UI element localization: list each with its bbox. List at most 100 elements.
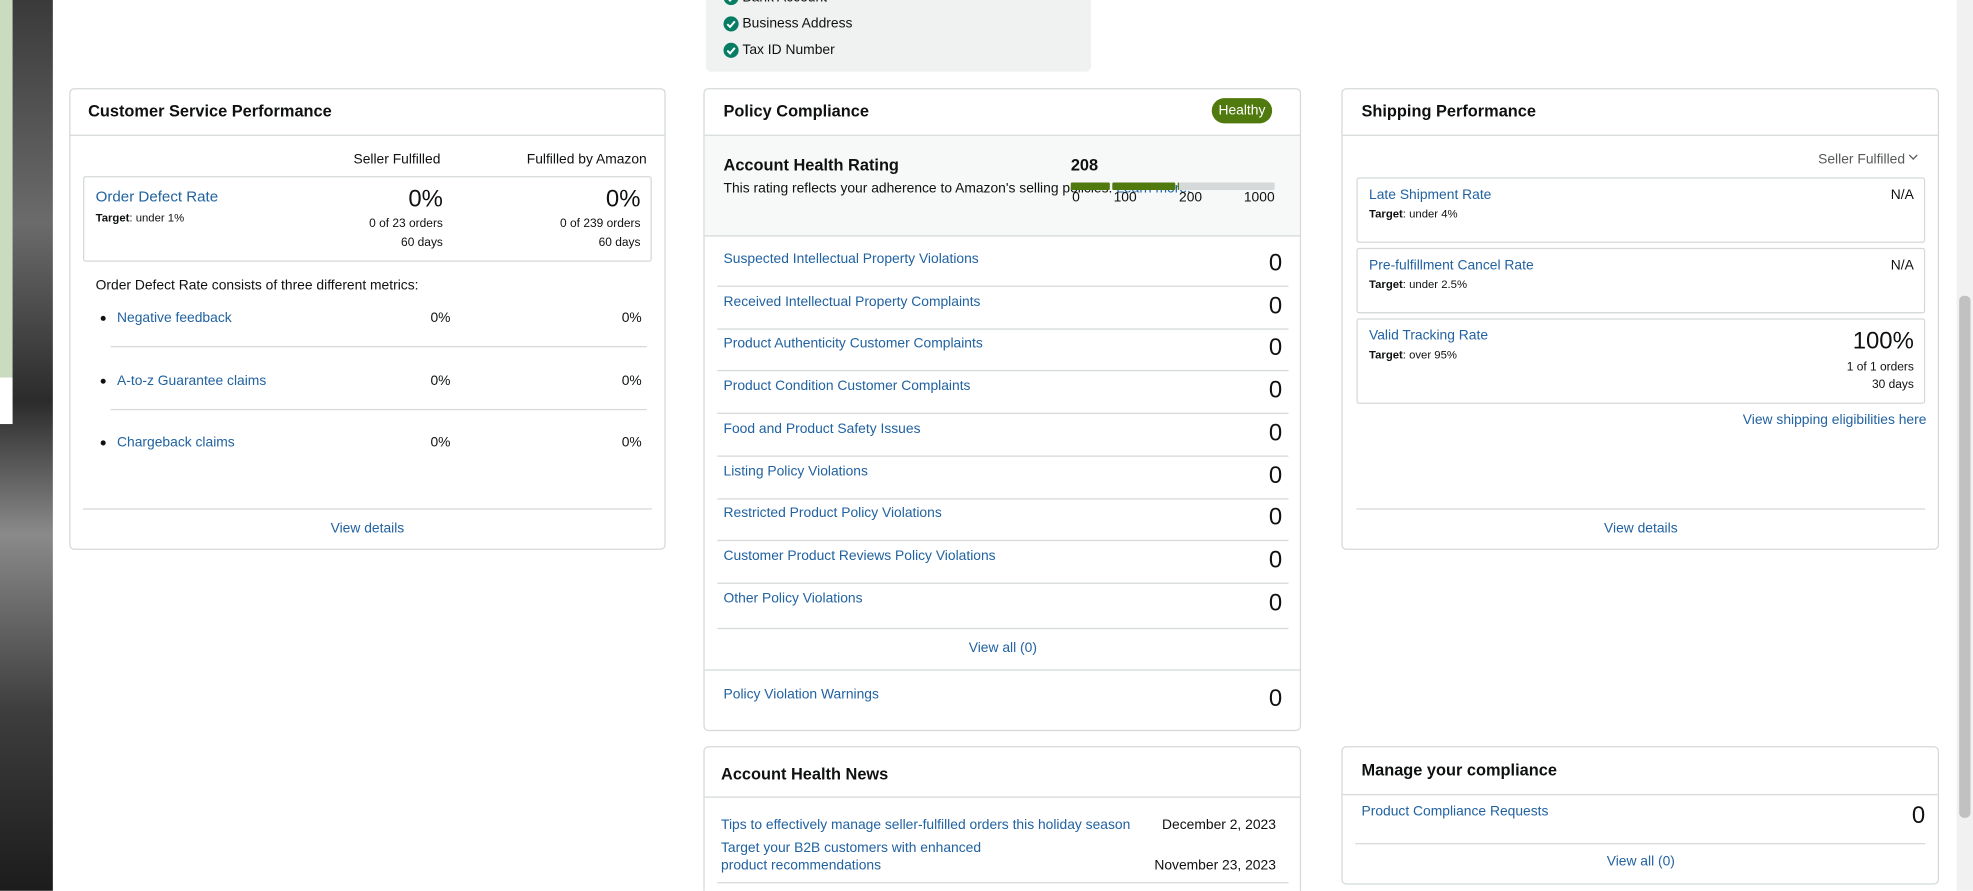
view-all-link[interactable]: View all (0) — [968, 640, 1037, 656]
column-header: Fulfilled by Amazon — [526, 152, 647, 168]
violation-count: 0 — [1268, 547, 1283, 574]
metric-orders: 0 of 23 orders — [369, 217, 443, 231]
metric-box — [1356, 247, 1926, 314]
row-divider — [717, 328, 1289, 330]
rating-description: This rating reflects your adherence to A… — [724, 180, 1191, 198]
rating-tick-label: 1000 — [1243, 190, 1275, 206]
row-divider — [717, 370, 1289, 372]
rating-title: Account Health Rating — [723, 155, 899, 175]
target-label: Target — [1369, 278, 1403, 291]
violation-link[interactable]: Received Intellectual Property Complaint… — [723, 294, 981, 310]
eligibility-link[interactable]: View shipping eligibilities here — [1742, 412, 1927, 428]
violation-link[interactable]: Suspected Intellectual Property Violatio… — [723, 251, 979, 267]
metric-period: 60 days — [401, 235, 443, 250]
violation-link[interactable]: Listing Policy Violations — [723, 463, 868, 479]
card-header-divider — [70, 134, 665, 136]
news-link[interactable]: Target your B2B customers with enhanced … — [721, 840, 982, 874]
customer-service-card — [69, 88, 666, 550]
row-divider — [717, 882, 1289, 884]
metric-link[interactable]: Valid Tracking Rate — [1369, 328, 1489, 344]
violation-link[interactable]: Restricted Product Policy Violations — [723, 506, 942, 522]
rating-value: 208 — [1070, 155, 1099, 175]
metric-value: N/A — [1890, 257, 1914, 274]
metric-value: 100% — [1852, 328, 1914, 355]
target-label: Target — [95, 211, 130, 224]
row-divider — [110, 408, 647, 410]
list-divider — [717, 627, 1289, 630]
violation-link[interactable]: Customer Product Reviews Policy Violatio… — [723, 548, 996, 564]
metric-link[interactable]: Chargeback claims — [117, 435, 235, 451]
card-header-divider — [704, 796, 1300, 798]
rating-divider — [704, 235, 1300, 237]
check-mark — [726, 20, 736, 29]
news-date: November 23, 2023 — [1154, 858, 1276, 874]
footer-divider — [83, 508, 652, 510]
rating-tick-label: 100 — [1113, 190, 1137, 206]
view-details-link[interactable]: View details — [1604, 520, 1678, 537]
metric-link[interactable]: Late Shipment Rate — [1369, 187, 1492, 203]
metric-value: 0% — [408, 186, 443, 213]
rating-tick-label: 200 — [1179, 190, 1203, 206]
footer-divider — [1355, 843, 1926, 845]
news-card — [703, 746, 1302, 891]
metric-value: 0% — [621, 310, 642, 326]
odr-box — [83, 176, 652, 262]
violation-link[interactable]: Other Policy Violations — [723, 590, 863, 606]
warnings-count: 0 — [1268, 685, 1283, 713]
requests-count: 0 — [1911, 802, 1926, 830]
target-label: Target — [1369, 207, 1403, 221]
violation-count: 0 — [1268, 377, 1283, 405]
card-header-divider — [1342, 134, 1938, 136]
description: Order Defect Rate consists of three diff… — [95, 278, 419, 294]
scrollbar-thumb[interactable] — [1959, 295, 1971, 818]
view-details-link[interactable]: View details — [330, 520, 405, 537]
metric-box — [1356, 177, 1926, 243]
violation-count: 0 — [1268, 335, 1283, 362]
row-divider — [717, 455, 1289, 457]
check-mark — [728, 0, 732, 2]
card-header-divider — [704, 134, 1300, 136]
description-text: This rating reflects your adherence to A… — [723, 181, 1117, 197]
bullet — [100, 378, 106, 384]
requests-link[interactable]: Product Compliance Requests — [1361, 804, 1549, 820]
bullet — [100, 315, 106, 321]
violation-link[interactable]: Food and Product Safety Issues — [723, 421, 921, 437]
metric-target: Target: over 95% — [1369, 349, 1457, 362]
rating-fill — [1177, 182, 1179, 191]
card-header-divider — [1342, 793, 1938, 796]
violation-count: 0 — [1268, 292, 1283, 320]
violation-count: 0 — [1268, 589, 1283, 617]
rating-fill — [1112, 182, 1176, 191]
view-all-link[interactable]: View all (0) — [1606, 854, 1675, 870]
violation-count: 0 — [1268, 250, 1283, 277]
metric-value: 0% — [430, 435, 451, 451]
card-title: Manage your compliance — [1361, 760, 1557, 780]
metric-value: 0% — [430, 373, 451, 389]
violation-link[interactable]: Product Condition Customer Complaints — [723, 378, 971, 394]
card-title: Customer Service Performance — [88, 101, 332, 121]
violation-count: 0 — [1268, 420, 1283, 447]
metric-link[interactable]: Order Defect Rate — [95, 187, 219, 206]
target-value: : over 95% — [1402, 348, 1457, 362]
metric-orders: 1 of 1 orders — [1846, 360, 1914, 375]
warnings-link[interactable]: Policy Violation Warnings — [723, 687, 879, 703]
metric-target: Target: under 4% — [1369, 208, 1458, 221]
verification-item: Bank Account — [742, 0, 827, 5]
card-title: Account Health News — [721, 764, 889, 784]
metric-orders: 0 of 239 orders — [560, 217, 641, 231]
metric-link[interactable]: Negative feedback — [117, 310, 232, 326]
violation-link[interactable]: Product Authenticity Customer Complaints — [723, 336, 983, 352]
row-divider — [717, 540, 1289, 542]
target-value: : under 1% — [129, 211, 185, 224]
row-divider — [717, 412, 1289, 415]
rating-tick-label: 0 — [1072, 190, 1080, 206]
metric-value: 0% — [605, 186, 641, 213]
row-divider — [717, 285, 1289, 287]
column-header: Seller Fulfilled — [353, 152, 441, 168]
metric-period: 30 days — [1871, 378, 1914, 392]
metric-link[interactable]: A-to-z Guarantee claims — [117, 373, 267, 389]
verification-item: Business Address — [742, 16, 853, 32]
news-link[interactable]: Tips to effectively manage seller-fulfil… — [721, 817, 1131, 833]
metric-link[interactable]: Pre-fulfillment Cancel Rate — [1369, 257, 1534, 274]
metric-target: Target: under 2.5% — [1369, 278, 1467, 291]
